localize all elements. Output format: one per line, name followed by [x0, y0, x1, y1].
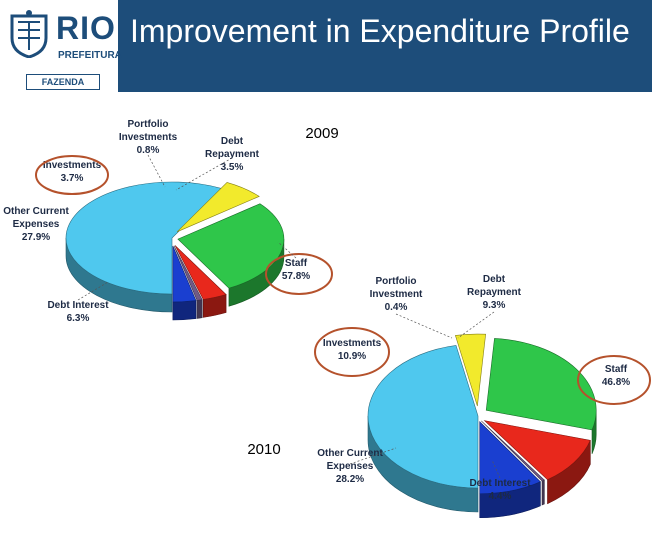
slice-label-0-investments: Investments 3.7%: [43, 160, 102, 184]
highlight-circle-1-1: [577, 355, 651, 405]
header-bar: RIO PREFEITURA FAZENDA Improvement in Ex…: [0, 0, 652, 92]
chart-title-2010: 2010: [247, 441, 280, 458]
logo-prefeitura-text: PREFEITURA: [58, 50, 122, 61]
leader-line-7: [491, 459, 501, 479]
pie-slice-staff: [367, 345, 479, 489]
pie-side-debt-repayment: [172, 300, 197, 321]
slice-label-1-other-current-expenses: Other Current Expenses 28.2%: [317, 448, 383, 485]
slice-label-1-debt-repayment: Debt Repayment 9.3%: [467, 274, 522, 311]
slice-label-1-investments: Investments 10.9%: [323, 338, 382, 362]
pie-chart-2010: [367, 333, 597, 519]
slice-label-1-portfolio-investment: Portfolio Investment 0.4%: [370, 276, 423, 313]
leader-line-6: [349, 447, 397, 465]
slide-title: Improvement in Expenditure Profile: [130, 13, 630, 49]
slice-label-1-debt-interest: Debt Interest 4.4%: [469, 478, 531, 502]
pie-slice-portfolio-investments: [173, 245, 203, 301]
pie-chart-2009: [65, 181, 285, 321]
pie-slice-staff: [65, 181, 223, 295]
pie-side-portfolio-investments: [196, 299, 203, 319]
pie-charts: Staff 57.8% Debt Interest 6.3% Other Current…: [3, 119, 651, 519]
slice-label-0-other-current-expenses: Other Current Expenses 27.9%: [3, 206, 69, 243]
slice-label-1-staff: Staff 46.8%: [602, 364, 630, 388]
slice-label-0-portfolio-investments: Portfolio Investments 0.8%: [119, 119, 178, 156]
pie-slice-debt-interest: [176, 182, 260, 233]
slice-label-0-staff: Staff 57.8%: [282, 258, 310, 282]
logo-rio-text: RIO: [56, 10, 116, 46]
pie-slice-portfolio-investment: [481, 420, 545, 482]
chart-title-2009: 2009: [305, 125, 338, 142]
pie-slice-other-current-expenses: [485, 338, 597, 431]
leader-line-3: [77, 281, 109, 301]
pie-slice-debt-repayment: [479, 421, 541, 495]
highlight-circle-0-0: [35, 155, 109, 195]
leader-line-5: [457, 311, 495, 339]
slice-label-0-debt-repayment: Debt Repayment 3.5%: [205, 136, 260, 173]
pie-side-portfolio-investment: [541, 479, 545, 506]
highlight-circle-0-1: [265, 253, 333, 295]
leader-line-1: [175, 157, 233, 191]
pie-slice-debt-repayment: [172, 245, 197, 303]
pie-slice-debt-interest: [455, 333, 486, 407]
coat-of-arms-icon: [10, 10, 48, 58]
leader-line-4: [395, 313, 453, 339]
highlight-circle-1-0: [314, 327, 390, 377]
leader-line-2: [277, 241, 297, 259]
rio-prefeitura-logo: RIO PREFEITURA FAZENDA: [0, 0, 122, 92]
slice-label-0-debt-interest: Debt Interest 6.3%: [47, 300, 109, 324]
logo-fazenda-text: FAZENDA: [26, 74, 100, 90]
pie-slice-investments: [483, 420, 591, 481]
pie-slice-other-current-expenses: [177, 203, 285, 289]
pie-slice-investments: [174, 245, 227, 300]
